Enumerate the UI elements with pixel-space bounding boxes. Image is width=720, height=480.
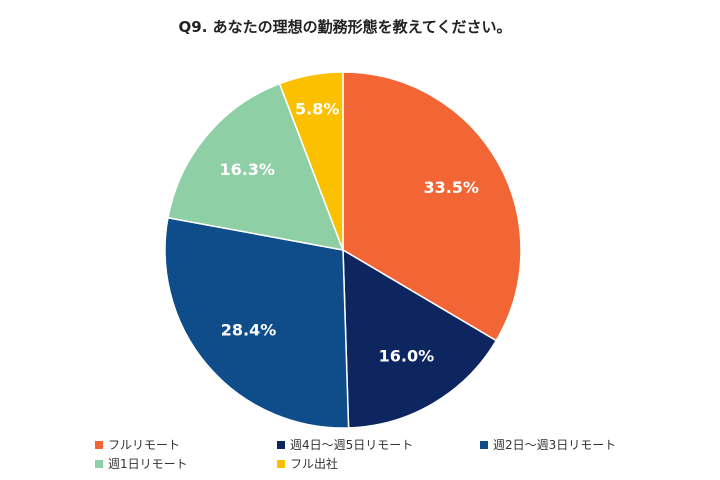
legend-item-full-remote: フルリモート — [95, 436, 180, 453]
legend-item-4-5-days-remote: 週4日～週5日リモート — [277, 436, 413, 453]
legend-item-2-3-days-remote: 週2日～週3日リモート — [480, 436, 616, 453]
legend-swatch — [95, 459, 103, 468]
legend-label: 週4日～週5日リモート — [290, 438, 414, 452]
data-label-full-remote: 33.5% — [423, 178, 479, 197]
data-label-4-5-days-remote: 16.0% — [379, 347, 435, 366]
data-label-1-day-remote: 16.3% — [219, 160, 275, 179]
legend-swatch — [277, 459, 285, 468]
pie-slice-4-5-days-remote — [342, 248, 498, 429]
legend-label: フル出社 — [290, 457, 339, 471]
legend-swatch — [277, 440, 285, 449]
data-label-full-office: 5.8% — [295, 100, 339, 119]
chart-title: Q9. あなたの理想の勤務形態を教えてください。 — [178, 18, 512, 36]
legend-item-full-office: フル出社 — [277, 455, 338, 472]
legend-swatch — [480, 440, 488, 449]
data-label-2-3-days-remote: 28.4% — [221, 321, 277, 340]
legend-label: フルリモート — [108, 438, 181, 452]
pie-slice-2-3-days-remote — [164, 216, 350, 429]
legend-item-1-day-remote: 週1日リモート — [95, 455, 188, 472]
legend-label: 週2日～週3日リモート — [493, 438, 617, 452]
legend-swatch — [95, 440, 103, 449]
legend-label: 週1日リモート — [108, 457, 188, 471]
legend: フルリモート 週4日～週5日リモート 週2日～週3日リモート 週1日リモート フ… — [95, 436, 695, 476]
pie-slice-full-remote — [342, 71, 522, 342]
pie-slice-full-office — [278, 71, 344, 251]
pie-slice-1-day-remote — [167, 82, 345, 251]
